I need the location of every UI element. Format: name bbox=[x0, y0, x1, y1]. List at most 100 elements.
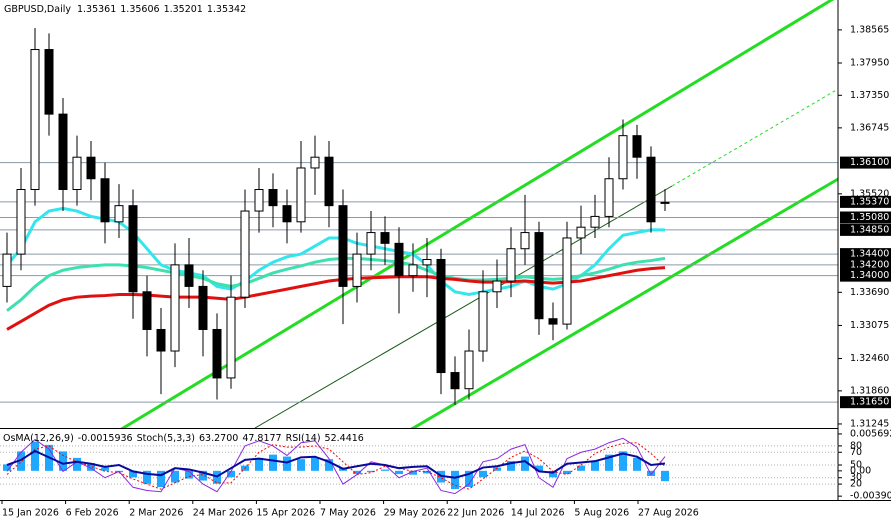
channel-upper bbox=[120, 0, 835, 428]
candle-body bbox=[44, 49, 54, 115]
candle-body bbox=[660, 201, 670, 204]
osma-bar bbox=[3, 464, 11, 471]
x-tick-label: 14 Jul 2026 bbox=[511, 508, 565, 519]
symbol: GBPUSD,Daily bbox=[4, 4, 71, 15]
y-tick-label: 1.38565 bbox=[850, 24, 889, 35]
osma-bar bbox=[269, 454, 277, 471]
level-label-box bbox=[840, 396, 891, 409]
rsi-name: RSI(14) bbox=[286, 433, 321, 444]
osma-bar bbox=[549, 470, 557, 478]
y-tick-label: 0.005692 bbox=[850, 428, 891, 439]
osma-bar bbox=[283, 456, 291, 471]
osma-bar bbox=[395, 470, 403, 475]
candle-body bbox=[436, 258, 446, 374]
candle-body bbox=[184, 264, 194, 287]
last-low: 1.35201 bbox=[164, 4, 203, 15]
candle-body bbox=[282, 205, 292, 223]
osma-bar bbox=[297, 459, 305, 471]
osma-bar bbox=[381, 469, 389, 471]
osma-bar bbox=[17, 451, 25, 471]
osma-bar bbox=[507, 461, 515, 471]
level-label: 1.34000 bbox=[850, 270, 889, 281]
osma-bar bbox=[31, 441, 39, 471]
candle-body bbox=[366, 232, 376, 255]
candle-body bbox=[2, 253, 12, 287]
candle-body bbox=[58, 113, 68, 191]
candle-body bbox=[30, 49, 40, 191]
x-tick-label: 15 Jan 2026 bbox=[2, 508, 59, 519]
last-open: 1.35361 bbox=[77, 4, 116, 15]
level-label: 1.34850 bbox=[850, 224, 889, 235]
candle-body bbox=[562, 237, 572, 325]
indicator-header: OsMA(12,26,9) -0.0015936 Stoch(5,3,3) 63.27… bbox=[3, 433, 364, 444]
osma-bar bbox=[59, 451, 67, 471]
last-high: 1.35606 bbox=[120, 4, 159, 15]
y-tick-label: 1.33690 bbox=[850, 287, 889, 298]
osma-bar bbox=[409, 470, 417, 475]
y-tick-label: 1.36745 bbox=[850, 122, 889, 133]
moving-average bbox=[6, 256, 666, 312]
osma-bar bbox=[227, 470, 235, 478]
candle-body bbox=[226, 296, 236, 379]
candle-body bbox=[142, 291, 152, 330]
osma-bar bbox=[311, 457, 319, 471]
osma-bar bbox=[423, 470, 431, 474]
candle-body bbox=[352, 253, 362, 287]
osma-bar bbox=[619, 451, 627, 471]
candle-body bbox=[338, 205, 348, 287]
osma-bar bbox=[521, 456, 529, 471]
level-label-box bbox=[840, 211, 891, 224]
level-label-box bbox=[840, 195, 891, 208]
candle-body bbox=[646, 156, 656, 223]
rsi-line bbox=[6, 449, 666, 479]
y2-tick-label: 80 bbox=[850, 440, 862, 451]
osma-bar bbox=[129, 470, 137, 478]
y2-tick-label: 20 bbox=[850, 479, 862, 490]
osma-bar bbox=[87, 463, 95, 471]
osma-bar bbox=[157, 470, 165, 488]
candle-body bbox=[310, 156, 320, 169]
osma-bar bbox=[465, 470, 473, 488]
y-tick-label: 1.31860 bbox=[850, 385, 889, 396]
candle-body bbox=[380, 232, 390, 244]
osma-bar bbox=[633, 457, 641, 471]
stoch-signal-last: 47.8177 bbox=[242, 433, 281, 444]
candle-body bbox=[212, 328, 222, 379]
x-tick-label: 15 Apr 2026 bbox=[256, 508, 315, 519]
candle-body bbox=[548, 318, 558, 325]
y2-tick-label: 30 bbox=[850, 472, 862, 483]
candle-body bbox=[576, 226, 586, 239]
osma-bar bbox=[451, 470, 459, 489]
osma-bar bbox=[577, 465, 585, 471]
osma-bar bbox=[353, 470, 361, 475]
y-tick-label: 0.00 bbox=[850, 465, 871, 476]
osma-bar bbox=[605, 454, 613, 471]
candle-body bbox=[268, 189, 278, 207]
level-label-box bbox=[840, 223, 891, 236]
x-tick-label: 5 Aug 2026 bbox=[574, 508, 629, 519]
level-label: 1.35370 bbox=[850, 196, 889, 207]
candle-body bbox=[478, 291, 488, 352]
candle-body bbox=[324, 156, 334, 207]
moving-average bbox=[6, 266, 666, 331]
x-tick-label: 29 May 2026 bbox=[384, 508, 446, 519]
rsi-last: 52.4416 bbox=[325, 433, 364, 444]
candle-body bbox=[198, 285, 208, 330]
chart-header: GBPUSD,Daily 1.35361 1.35606 1.35201 1.35342 bbox=[4, 4, 246, 15]
level-label: 1.36100 bbox=[850, 157, 889, 168]
y-tick-label: 1.31245 bbox=[850, 418, 889, 429]
level-label-box bbox=[840, 269, 891, 282]
candle-body bbox=[534, 232, 544, 320]
x-tick-label: 22 Jun 2026 bbox=[447, 508, 504, 519]
y2-tick-label: 70 bbox=[850, 447, 862, 458]
osma-bar bbox=[493, 467, 501, 471]
level-label: 1.35080 bbox=[850, 212, 889, 223]
osma-bar bbox=[535, 465, 543, 471]
candle-body bbox=[16, 189, 26, 255]
osma-bar bbox=[185, 470, 193, 479]
candle-body bbox=[156, 328, 166, 352]
candle-body bbox=[394, 242, 404, 277]
osma-bar bbox=[199, 470, 207, 481]
stoch-main-last: 63.2700 bbox=[199, 433, 238, 444]
